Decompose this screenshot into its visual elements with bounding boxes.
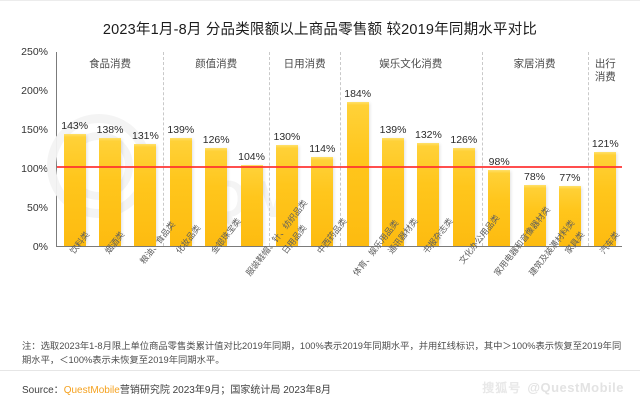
group-header: 家居消费: [513, 58, 556, 70]
bar-cap: [205, 147, 228, 151]
footer-divider: [0, 370, 640, 371]
x-axis-labels: 饮料类 烟酒类 粮油、食品类 化妆品类 金银珠宝类 服装鞋帽、针、纺织品类 日用品类 中西药品…: [56, 198, 622, 335]
bar-cap: [488, 169, 511, 173]
bar-value-label: 126%: [202, 133, 230, 146]
y-axis-tick: 200%: [21, 85, 48, 97]
bar[interactable]: [99, 138, 122, 246]
group-divider: [340, 52, 341, 246]
group-divider: [481, 52, 483, 246]
bar[interactable]: [594, 151, 617, 246]
bar[interactable]: [311, 157, 334, 246]
bar-cap: [275, 144, 298, 148]
source-line: Source：QuestMobile营销研究院 2023年9月；国家统计局 20…: [22, 381, 331, 396]
y-axis-tick: 150%: [21, 124, 48, 136]
y-axis-labels: 250% 200% 150% 100% 50% 0%: [0, 46, 52, 253]
page-title: 2023年1月-8月 分品类限额以上商品零售额 较2019年同期水平对比: [102, 22, 538, 38]
bar-value-label: 184%: [344, 88, 372, 101]
bar-cap: [134, 143, 157, 147]
group-divider: [269, 52, 271, 246]
bar-value-label: 139%: [167, 123, 195, 136]
bar-value-label: 98%: [488, 155, 510, 168]
bar-cap: [240, 164, 263, 168]
bar[interactable]: [240, 164, 263, 246]
bar[interactable]: [382, 137, 405, 246]
footer-watermark: 搜狐号 @QuestMobile: [482, 379, 624, 396]
bar-cap: [417, 143, 440, 147]
y-axis-tick: 0%: [32, 241, 48, 253]
bar-value-label: 104%: [238, 150, 265, 163]
source-rest: 营销研究院 2023年9月；国家统计局 2023年8月: [119, 385, 331, 396]
bar-cap: [63, 134, 86, 138]
group-header: 食品消费: [89, 58, 132, 70]
bar-cap: [558, 185, 581, 189]
bar-cap: [523, 185, 546, 189]
bar-value-label: 132%: [415, 129, 442, 142]
bar-cap: [382, 137, 405, 141]
top-divider: [0, 0, 640, 1]
y-axis-tick: 100%: [21, 163, 48, 175]
source-brand: QuestMobile: [63, 385, 120, 396]
group-divider: [587, 52, 589, 246]
bar-value-label: 114%: [309, 143, 336, 156]
y-axis-tick: 50%: [26, 202, 48, 214]
reference-line-100: [57, 166, 622, 168]
bar-cap: [452, 147, 475, 151]
bar-cap: [594, 151, 617, 155]
source-prefix: Source：: [22, 385, 64, 396]
bar[interactable]: [346, 102, 369, 246]
sohu-mark: 搜狐号: [482, 381, 522, 395]
bar[interactable]: [205, 147, 228, 246]
group-header: 颜值消费: [195, 58, 238, 70]
bar-value-label: 138%: [96, 124, 124, 137]
questmobile-watermark-text: @QuestMobile: [527, 380, 624, 395]
group-header: 日用消费: [283, 58, 326, 70]
bar-value-label: 131%: [132, 129, 159, 142]
bar[interactable]: [558, 185, 581, 246]
bar-value-label: 126%: [450, 133, 478, 146]
bar-cap: [311, 157, 334, 161]
bar-value-label: 130%: [273, 130, 301, 143]
bar[interactable]: [452, 147, 475, 246]
bar-value-label: 143%: [61, 120, 89, 133]
bar-value-label: 78%: [524, 171, 546, 184]
bar[interactable]: [169, 137, 192, 246]
group-header: 娱乐文化消费: [379, 58, 443, 70]
group-header: 出行 消费: [594, 58, 616, 83]
bar-value-label: 77%: [559, 171, 581, 184]
bar[interactable]: [63, 134, 86, 246]
bar-value-label: 121%: [591, 137, 619, 150]
bar[interactable]: [523, 185, 546, 246]
footnote: 注：选取2023年1-8月限上单位商品零售类累计值对比2019年同期，100%表…: [22, 341, 622, 365]
bar[interactable]: [417, 143, 440, 246]
bar[interactable]: [275, 144, 298, 246]
bar[interactable]: [488, 169, 511, 246]
bar-cap: [99, 138, 122, 142]
bar[interactable]: [134, 143, 157, 246]
bar-cap: [169, 137, 192, 141]
bar-value-label: 139%: [379, 123, 407, 136]
y-axis-tick: 250%: [21, 46, 48, 58]
bar-cap: [346, 102, 369, 106]
group-divider: [163, 52, 165, 246]
